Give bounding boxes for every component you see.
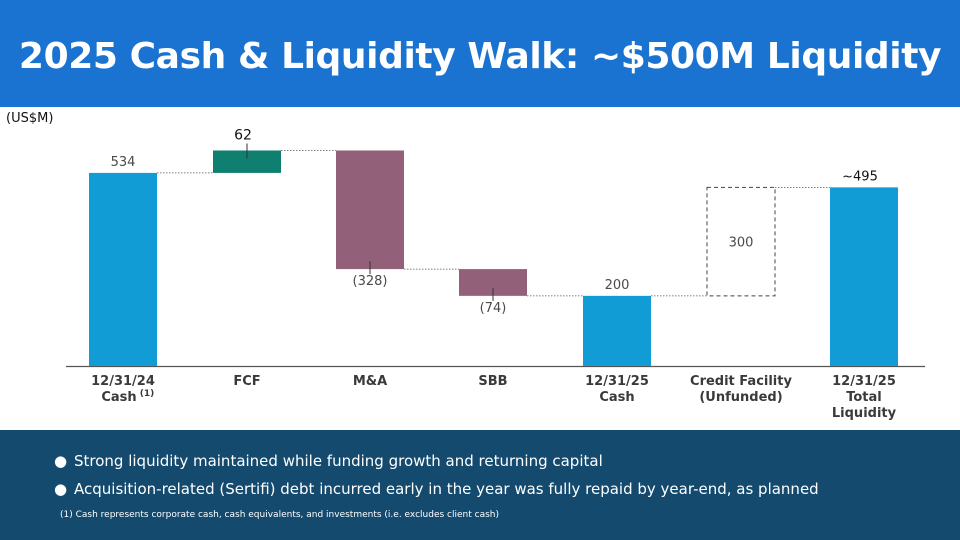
bullet-item: ● Strong liquidity maintained while fundi… xyxy=(54,452,603,470)
x-tick-label: FCF xyxy=(233,374,260,389)
x-tick-label: 12/31/24 xyxy=(91,374,155,389)
bar-fcf xyxy=(213,150,281,173)
bullet-item: ● Acquisition-related (Sertifi) debt incu… xyxy=(54,480,819,498)
title-banner: 2025 Cash & Liquidity Walk: ~$500M Liqui… xyxy=(0,0,960,107)
footnote: (1) Cash represents corporate cash, cash… xyxy=(60,510,499,520)
x-tick-label: M&A xyxy=(353,374,387,389)
x-tick-label: 12/31/25 xyxy=(832,374,896,389)
data-label: (74) xyxy=(480,301,507,316)
x-tick-label: Cash xyxy=(101,390,136,405)
bullet-dot-icon: ● xyxy=(54,480,68,498)
data-label: 62 xyxy=(234,127,252,143)
unit-label: (US$M) xyxy=(6,111,54,126)
data-label: 200 xyxy=(605,278,630,293)
slide-title: 2025 Cash & Liquidity Walk: ~$500M Liqui… xyxy=(18,36,942,77)
bar-credit-facility xyxy=(706,186,776,297)
bar-12-31-25-total-liquidity xyxy=(830,187,898,366)
summary-panel xyxy=(0,430,960,540)
data-label: 534 xyxy=(111,155,136,170)
data-label: ~495 xyxy=(842,169,878,184)
x-tick-label: (Unfunded) xyxy=(699,390,782,405)
x-tick-label: 12/31/25 xyxy=(585,374,649,389)
x-tick-label: Credit Facility xyxy=(690,374,792,389)
data-label: (328) xyxy=(353,274,388,289)
bar-12-31-25-cash xyxy=(583,295,651,366)
bullet-text: Acquisition-related (Sertifi) debt incur… xyxy=(74,480,819,498)
x-tick-label: Cash xyxy=(599,390,634,405)
bar-m-a xyxy=(336,150,404,270)
x-tick-label: Total xyxy=(846,390,882,405)
x-tick-label: SBB xyxy=(478,374,507,389)
bar-12-31-24-cash xyxy=(89,172,157,366)
data-label: 300 xyxy=(729,236,754,251)
bullet-dot-icon: ● xyxy=(54,452,68,470)
x-tick-superscript: (1) xyxy=(140,389,155,399)
x-tick-label: Liquidity xyxy=(832,406,897,421)
bullet-text: Strong liquidity maintained while fundin… xyxy=(74,452,603,470)
